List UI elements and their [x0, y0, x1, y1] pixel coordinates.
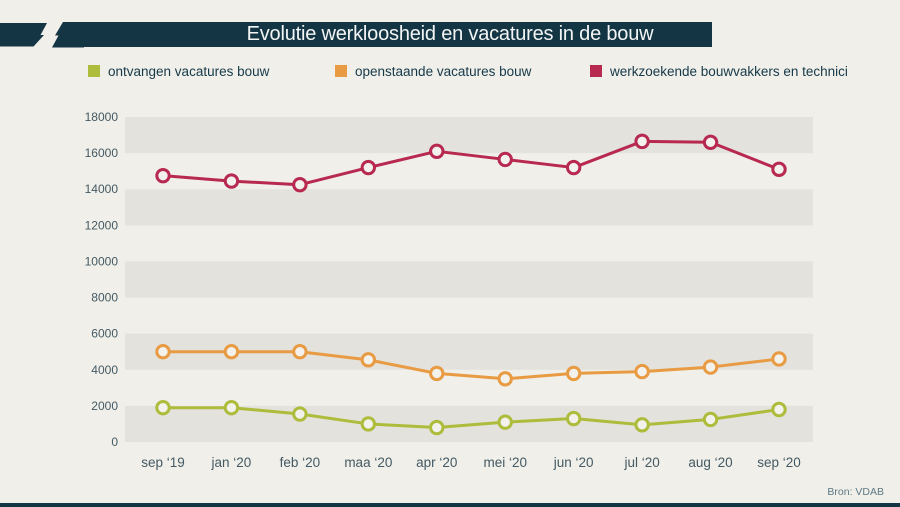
x-axis-tick-label: maa ‘20	[344, 455, 392, 470]
legend-label: werkzoekende bouwvakkers en technici	[610, 63, 848, 79]
series-line	[161, 350, 781, 381]
x-axis-tick-label: mei ‘20	[483, 455, 527, 470]
legend-swatch	[335, 65, 347, 77]
y-axis-tick-label: 2000	[91, 399, 118, 413]
data-point-marker	[497, 414, 513, 430]
legend-swatch	[88, 65, 100, 77]
title-bar	[83, 22, 712, 47]
data-point-marker	[565, 410, 582, 427]
y-axis-tick-label: 10000	[85, 254, 119, 268]
data-point-marker	[702, 134, 719, 150]
data-point-marker	[565, 365, 582, 382]
data-point-marker	[429, 419, 445, 436]
x-axis-tick-label: aug ‘20	[688, 455, 732, 470]
data-point-marker	[155, 399, 171, 416]
y-axis-tick-label: 16000	[85, 146, 119, 160]
legend-swatch	[590, 65, 602, 77]
data-point-marker	[360, 352, 377, 368]
kanaal-z-logo-icon	[0, 22, 84, 48]
y-axis-tick-label: 0	[111, 435, 118, 449]
logo-left-shape	[0, 23, 47, 47]
data-point-marker	[292, 406, 308, 422]
logo-right-shape	[52, 22, 84, 48]
data-point-marker	[771, 161, 787, 178]
background-stripe	[125, 261, 813, 298]
data-point-marker	[292, 177, 308, 193]
data-point-marker	[634, 417, 650, 433]
data-point-marker	[771, 351, 787, 367]
data-point-marker	[497, 371, 513, 387]
series-line	[161, 139, 781, 187]
legend-item: werkzoekende bouwvakkers en technici	[590, 61, 848, 81]
y-axis-tick-label: 14000	[85, 182, 119, 196]
y-axis-tick-label: 12000	[85, 218, 119, 232]
source-credit: Bron: VDAB	[827, 486, 884, 498]
legend-item: ontvangen vacatures bouw	[88, 61, 269, 81]
data-point-marker	[634, 363, 650, 380]
data-point-marker	[429, 143, 445, 160]
data-point-marker	[702, 359, 719, 375]
background-stripe	[125, 117, 813, 154]
x-axis-tick-label: feb ‘20	[280, 455, 321, 470]
data-point-marker	[223, 399, 240, 416]
x-axis-tick-label: jan ‘20	[211, 455, 252, 470]
data-point-marker	[360, 159, 377, 176]
data-point-marker	[223, 173, 240, 189]
data-point-marker	[497, 151, 513, 168]
data-point-marker	[702, 411, 719, 428]
data-point-marker	[565, 159, 582, 176]
y-axis-tick-label: 6000	[91, 327, 118, 341]
data-point-marker	[634, 133, 650, 150]
footer-bar	[0, 503, 900, 507]
y-axis-tick-label: 4000	[91, 363, 118, 377]
data-point-marker	[155, 344, 171, 360]
page-title: Evolutie werkloosheid en vacatures in de…	[246, 23, 654, 45]
x-axis-tick-label: jun ‘20	[553, 455, 594, 470]
data-point-marker	[360, 416, 377, 432]
chart-legend: ontvangen vacatures bouw openstaande vaca…	[0, 61, 900, 83]
data-point-marker	[429, 365, 445, 382]
legend-item: openstaande vacatures bouw	[335, 61, 531, 81]
x-axis-tick-label: apr ‘20	[416, 455, 457, 470]
y-axis-tick-label: 18000	[85, 110, 119, 124]
legend-label: ontvangen vacatures bouw	[108, 63, 270, 79]
data-point-marker	[155, 167, 171, 184]
x-axis-tick-label: sep ‘20	[757, 455, 801, 470]
data-point-marker	[771, 401, 787, 418]
x-axis-tick-label: sep ‘19	[141, 455, 185, 470]
data-point-marker	[292, 344, 308, 360]
background-stripe	[125, 189, 813, 226]
legend-label: openstaande vacatures bouw	[355, 63, 532, 79]
data-point-marker	[223, 344, 240, 360]
x-axis-tick-label: jul ‘20	[623, 455, 659, 470]
series-line	[161, 406, 781, 430]
y-axis-tick-label: 8000	[91, 291, 118, 305]
